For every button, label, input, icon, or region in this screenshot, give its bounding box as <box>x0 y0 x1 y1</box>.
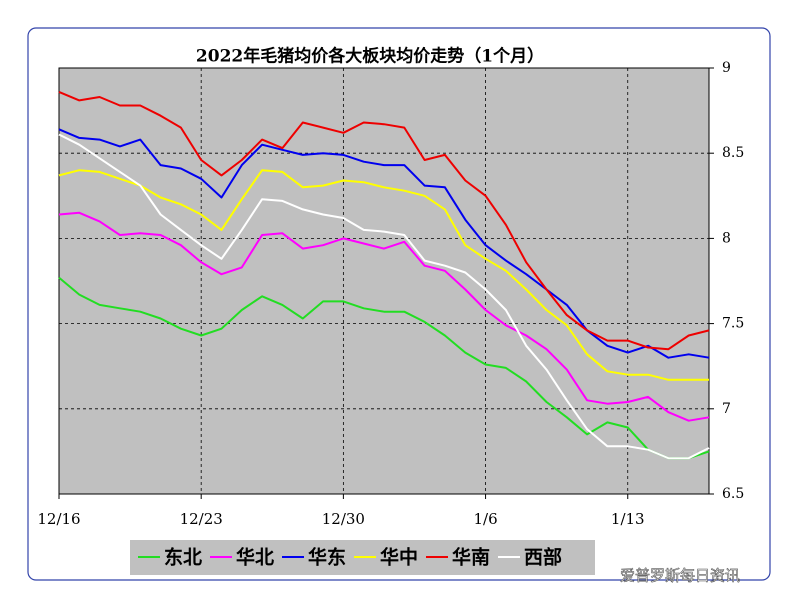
watermark: 爱普罗斯每日资讯 <box>620 567 740 585</box>
y-tick-label: 6.5 <box>722 486 744 502</box>
legend-label: 西部 <box>524 546 562 569</box>
series-line <box>58 169 709 381</box>
legend-label: 华北 <box>236 546 274 569</box>
x-tick-label: 12/16 <box>37 510 80 528</box>
x-tick-label: 1/6 <box>473 510 497 528</box>
y-tick-label: 8 <box>722 230 731 246</box>
y-tick-label: 7 <box>722 401 731 417</box>
legend-label: 华南 <box>452 546 490 569</box>
legend-label: 华东 <box>308 546 346 569</box>
plot-area <box>58 67 710 495</box>
y-tick-label: 9 <box>722 60 731 76</box>
series-line <box>58 276 710 460</box>
legend-label: 东北 <box>164 546 202 569</box>
legend-label: 华中 <box>380 546 418 569</box>
y-tick-label: 8.5 <box>722 145 744 161</box>
x-tick-label: 12/23 <box>180 510 223 528</box>
x-tick-label: 1/13 <box>611 510 645 528</box>
series-line <box>58 211 710 422</box>
x-tick-label: 12/30 <box>322 510 365 528</box>
chart-title: 2022年毛猪均价各大板块均价走势（1个月） <box>196 46 544 67</box>
series-line <box>58 90 710 351</box>
series-line <box>58 128 710 359</box>
y-tick-label: 7.5 <box>722 316 744 332</box>
series-line <box>58 133 710 460</box>
